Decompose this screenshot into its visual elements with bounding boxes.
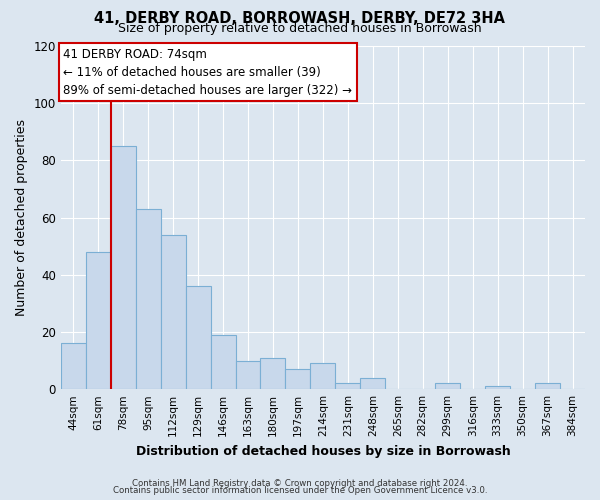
Text: 41 DERBY ROAD: 74sqm
← 11% of detached houses are smaller (39)
89% of semi-detac: 41 DERBY ROAD: 74sqm ← 11% of detached h… [64,48,352,96]
Bar [361,378,385,389]
Bar [535,384,560,389]
X-axis label: Distribution of detached houses by size in Borrowash: Distribution of detached houses by size … [136,444,510,458]
Bar [435,384,460,389]
Text: 41, DERBY ROAD, BORROWASH, DERBY, DE72 3HA: 41, DERBY ROAD, BORROWASH, DERBY, DE72 3… [95,11,505,26]
Bar [86,252,111,389]
Bar [236,360,260,389]
Text: Size of property relative to detached houses in Borrowash: Size of property relative to detached ho… [118,22,482,35]
Bar [61,344,86,389]
Text: Contains HM Land Registry data © Crown copyright and database right 2024.: Contains HM Land Registry data © Crown c… [132,478,468,488]
Bar [286,369,310,389]
Bar [136,209,161,389]
Bar [260,358,286,389]
Bar [335,384,361,389]
Bar [485,386,510,389]
Bar [185,286,211,389]
Bar [310,364,335,389]
Text: Contains public sector information licensed under the Open Government Licence v3: Contains public sector information licen… [113,486,487,495]
Y-axis label: Number of detached properties: Number of detached properties [15,119,28,316]
Bar [161,234,185,389]
Bar [111,146,136,389]
Bar [211,335,236,389]
